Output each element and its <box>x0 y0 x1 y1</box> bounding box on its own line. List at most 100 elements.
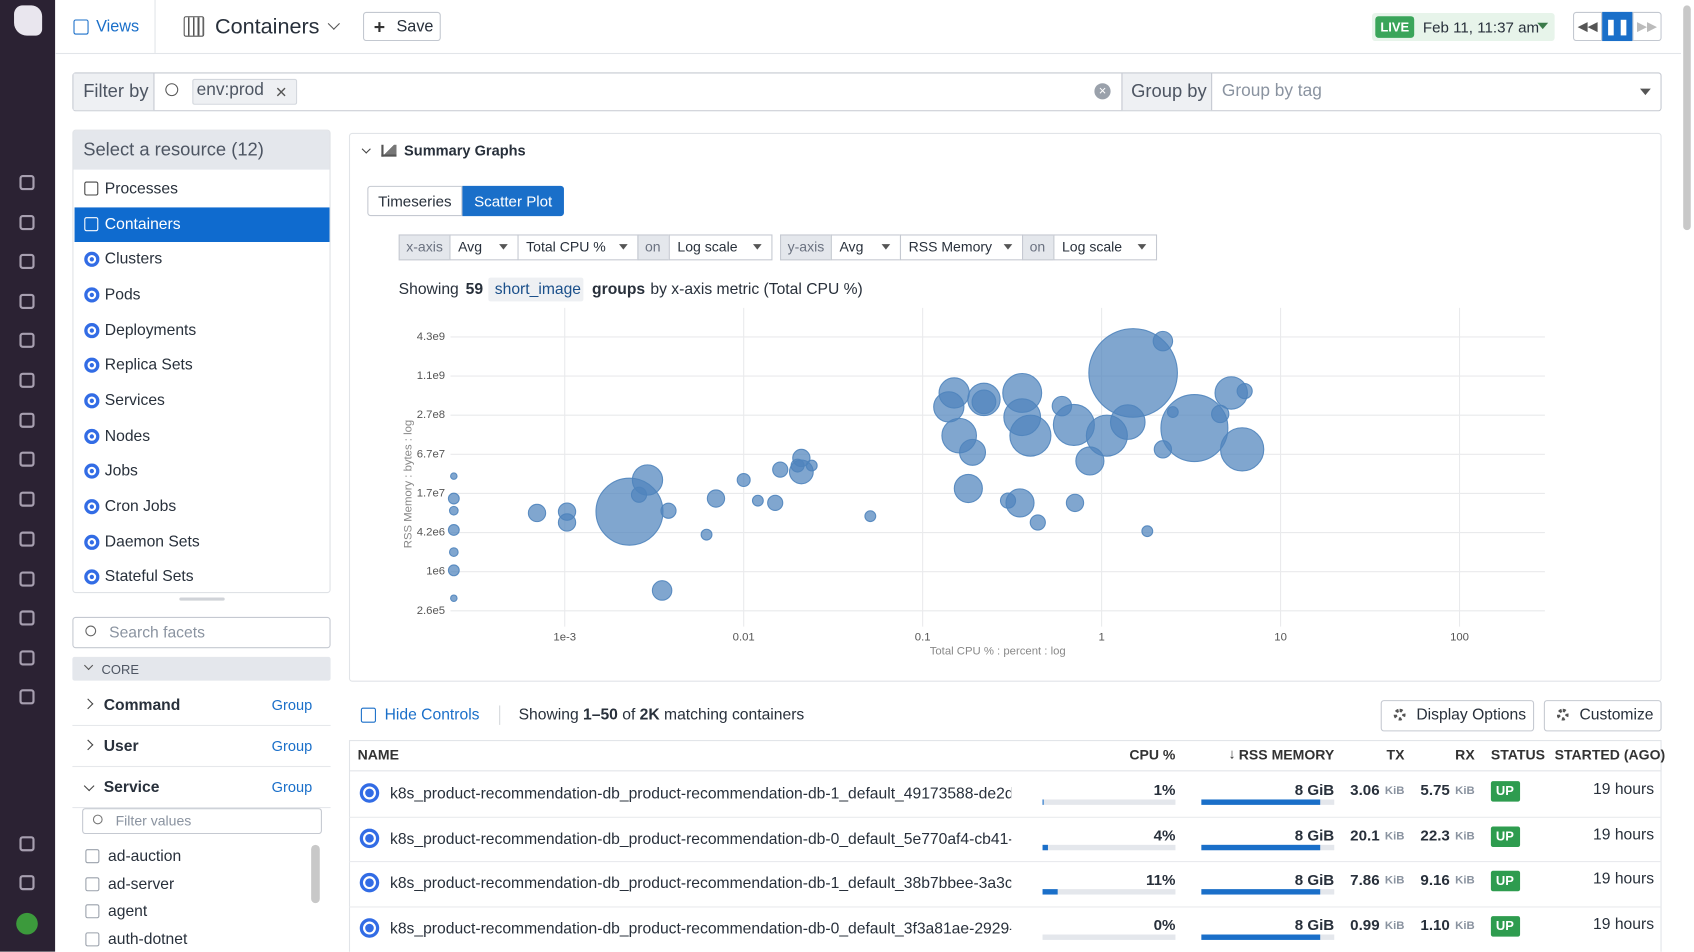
customize-label[interactable]: Customize <box>1579 706 1654 724</box>
facet-value[interactable]: auth-dotnet <box>108 931 188 949</box>
resource-item[interactable]: Nodes <box>104 427 151 445</box>
resource-item[interactable]: Stateful Sets <box>104 568 194 586</box>
resource-item[interactable]: Services <box>104 392 165 410</box>
time-chevron[interactable] <box>1537 22 1549 35</box>
facet-value[interactable]: ad-auction <box>108 848 182 866</box>
control-select[interactable]: Avg <box>458 238 483 255</box>
tab[interactable] <box>462 185 564 217</box>
container-name[interactable]: k8s_product-recommendation-db_product-re… <box>390 830 1012 848</box>
nav-icon[interactable] <box>19 214 35 231</box>
nav-icon[interactable] <box>19 650 35 666</box>
column-header[interactable]: RSS MEMORY <box>1238 746 1335 763</box>
nav-icon[interactable] <box>19 610 35 626</box>
chip-remove[interactable]: × <box>275 81 287 103</box>
facet-scrollbar[interactable] <box>311 844 320 904</box>
column-header[interactable]: NAME <box>357 746 399 763</box>
nav-icon[interactable] <box>19 531 35 547</box>
display-options-button[interactable] <box>1380 700 1535 732</box>
facet-name[interactable]: User <box>103 737 139 756</box>
checkbox[interactable] <box>85 904 100 919</box>
resource-item[interactable]: Processes <box>104 180 178 198</box>
forward-button[interactable]: ▶▶ <box>1632 11 1662 42</box>
nav-icon[interactable] <box>19 372 35 388</box>
nav-icon[interactable] <box>19 175 35 191</box>
core-bar[interactable] <box>72 656 331 681</box>
logo[interactable] <box>14 5 43 36</box>
save-button[interactable] <box>363 11 441 42</box>
hide-controls-icon[interactable] <box>360 707 376 723</box>
facet-search[interactable] <box>72 616 331 649</box>
pause-button[interactable]: ❚❚ <box>1602 11 1633 42</box>
views-icon[interactable] <box>73 19 89 35</box>
nav-icon[interactable] <box>19 412 35 428</box>
nav-icon[interactable] <box>19 451 35 467</box>
nav-icon[interactable] <box>19 836 35 852</box>
filter-chip[interactable] <box>192 78 298 105</box>
resource-item[interactable]: Daemon Sets <box>104 533 200 551</box>
resource-item[interactable]: Pods <box>104 286 141 304</box>
tag-chip[interactable] <box>488 277 584 302</box>
control-select[interactable]: Total CPU % <box>526 238 606 255</box>
nav-icon[interactable] <box>19 571 35 587</box>
resize-handle[interactable] <box>179 597 225 601</box>
resource-item[interactable]: Jobs <box>104 462 138 480</box>
control-select[interactable]: Log scale <box>1061 238 1123 255</box>
control-select[interactable]: Avg <box>839 238 864 255</box>
container-name[interactable]: k8s_product-recommendation-db_product-re… <box>390 785 1012 803</box>
container-name[interactable]: k8s_product-recommendation-db_product-re… <box>390 920 1012 938</box>
page-title[interactable]: Containers <box>214 15 320 39</box>
checkbox[interactable] <box>85 932 100 947</box>
column-header[interactable]: STATUS <box>1490 746 1545 763</box>
nav-icon[interactable] <box>19 689 35 705</box>
filter-values-input[interactable] <box>82 808 322 835</box>
column-header[interactable]: CPU % <box>1129 746 1176 763</box>
nav-icon[interactable] <box>19 293 35 309</box>
facet-value[interactable]: ad-server <box>108 875 175 894</box>
user-avatar[interactable] <box>16 912 38 935</box>
facet-name[interactable]: Command <box>103 696 181 715</box>
container-name[interactable]: k8s_product-recommendation-db_product-re… <box>390 875 1012 893</box>
column-header[interactable]: RX <box>1455 746 1475 763</box>
resource-item[interactable]: Containers <box>104 215 181 233</box>
resource-item[interactable]: Deployments <box>104 321 197 339</box>
core-label[interactable]: CORE <box>101 662 140 678</box>
scrollbar-thumb[interactable] <box>1683 5 1691 231</box>
group-tag[interactable]: short_image <box>494 280 582 299</box>
display-options-label[interactable]: Display Options <box>1416 706 1527 724</box>
facet-group-link[interactable]: Group <box>271 778 313 796</box>
control-select[interactable]: Log scale <box>677 238 738 255</box>
tab-label[interactable]: Timeseries <box>378 192 452 210</box>
group-placeholder[interactable]: Group by tag <box>1221 82 1322 101</box>
nav-icon[interactable] <box>19 332 35 348</box>
save-label[interactable]: Save <box>396 17 434 36</box>
views-link[interactable]: Views <box>96 17 140 36</box>
filter-values-placeholder[interactable]: Filter values <box>115 812 192 829</box>
control-segment[interactable] <box>517 234 639 261</box>
resource-item[interactable]: Clusters <box>104 250 163 269</box>
sort-arrow[interactable]: ↓ <box>1228 745 1236 762</box>
nav-icon[interactable] <box>19 491 35 507</box>
hide-controls[interactable]: Hide Controls <box>384 706 480 724</box>
clear-button[interactable]: × <box>1094 83 1111 100</box>
group-chevron[interactable] <box>1639 88 1651 101</box>
time-range[interactable]: Feb 11, 11:37 am <box>1422 18 1540 36</box>
nav-icon[interactable] <box>19 875 35 891</box>
rewind-button[interactable]: ◀◀ <box>1573 11 1603 42</box>
resource-item[interactable]: Replica Sets <box>104 356 193 375</box>
checkbox[interactable] <box>85 849 100 864</box>
facet-group-link[interactable]: Group <box>271 737 313 755</box>
resource-item[interactable]: Cron Jobs <box>104 497 177 516</box>
checkbox[interactable] <box>85 876 100 891</box>
facet-value[interactable]: agent <box>108 903 148 921</box>
column-header[interactable]: TX <box>1386 746 1405 763</box>
customize-button[interactable] <box>1543 700 1662 732</box>
tab-label[interactable]: Scatter Plot <box>474 192 553 210</box>
filter-chip-text[interactable]: env:prod <box>196 81 264 100</box>
tab[interactable] <box>367 185 463 217</box>
facet-search-placeholder[interactable]: Search facets <box>109 624 205 642</box>
control-select[interactable]: RSS Memory <box>908 238 993 255</box>
facet-name[interactable]: Service <box>103 778 160 797</box>
facet-group-link[interactable]: Group <box>271 696 313 714</box>
nav-icon[interactable] <box>19 253 35 270</box>
column-header[interactable]: STARTED (AGO) <box>1554 746 1666 763</box>
